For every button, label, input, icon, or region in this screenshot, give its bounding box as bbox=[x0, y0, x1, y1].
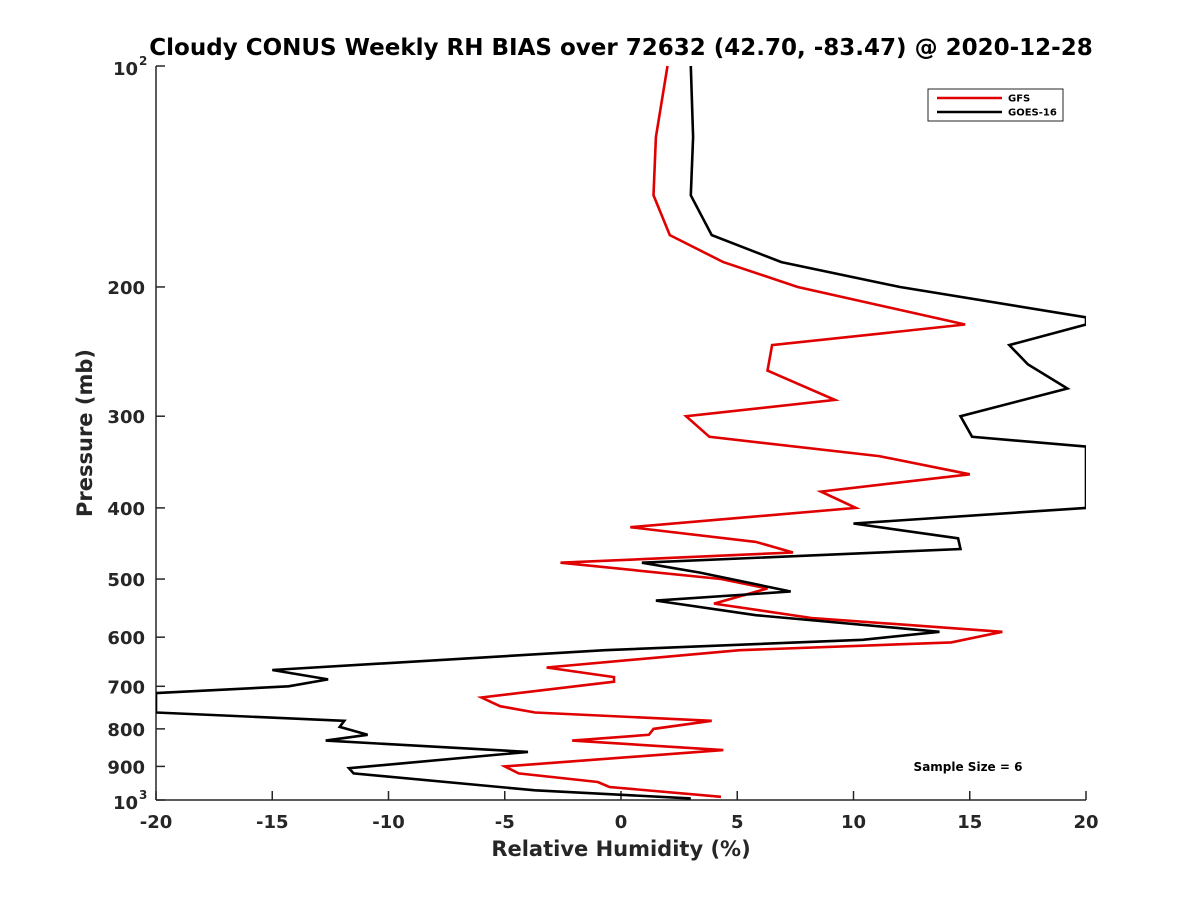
y-tick-label: 700 bbox=[107, 677, 145, 698]
y-tick-exponent: 2 bbox=[139, 54, 147, 68]
y-tick-label: 600 bbox=[107, 628, 145, 649]
y-tick-label: 800 bbox=[107, 720, 145, 741]
legend-label: GOES-16 bbox=[1008, 108, 1057, 119]
y-axis-label: Pressure (mb) bbox=[73, 349, 97, 517]
y-tick-label: 300 bbox=[107, 407, 145, 428]
x-ticks: -20 -15 -10 -5 0 5 10 15 20 bbox=[140, 791, 1099, 833]
x-tick-label: 20 bbox=[1073, 812, 1098, 833]
x-tick-label: -5 bbox=[495, 812, 515, 833]
chart-title: Cloudy CONUS Weekly RH BIAS over 72632 (… bbox=[149, 35, 1092, 61]
x-tick-label: 5 bbox=[731, 812, 744, 833]
legend-label: GFS bbox=[1008, 94, 1030, 105]
legend-box bbox=[927, 88, 1064, 122]
y-tick-label: 200 bbox=[107, 278, 145, 299]
x-tick-label: -15 bbox=[256, 812, 289, 833]
x-tick-label: 15 bbox=[957, 812, 982, 833]
x-tick-label: 0 bbox=[615, 812, 628, 833]
series-layer bbox=[156, 65, 1086, 800]
legend: GFS GOES-16 bbox=[927, 88, 1064, 122]
x-tick-label: -20 bbox=[140, 812, 173, 833]
y-tick-label: 900 bbox=[107, 757, 145, 778]
series-line-goes-16 bbox=[156, 65, 1086, 800]
y-tick-exponent: 3 bbox=[139, 788, 147, 802]
y-tick-label: 10 bbox=[113, 793, 138, 814]
x-tick-label: -10 bbox=[372, 812, 405, 833]
plot-area bbox=[155, 66, 1086, 801]
series-line-gfs bbox=[476, 65, 1003, 799]
y-tick-label: 500 bbox=[107, 570, 145, 591]
y-tick-label: 10 bbox=[113, 59, 138, 80]
x-axis-label: Relative Humidity (%) bbox=[491, 837, 750, 861]
y-tick-label: 400 bbox=[107, 499, 145, 520]
x-tick-label: 10 bbox=[841, 812, 866, 833]
sample-size-annotation: Sample Size = 6 bbox=[914, 760, 1023, 774]
